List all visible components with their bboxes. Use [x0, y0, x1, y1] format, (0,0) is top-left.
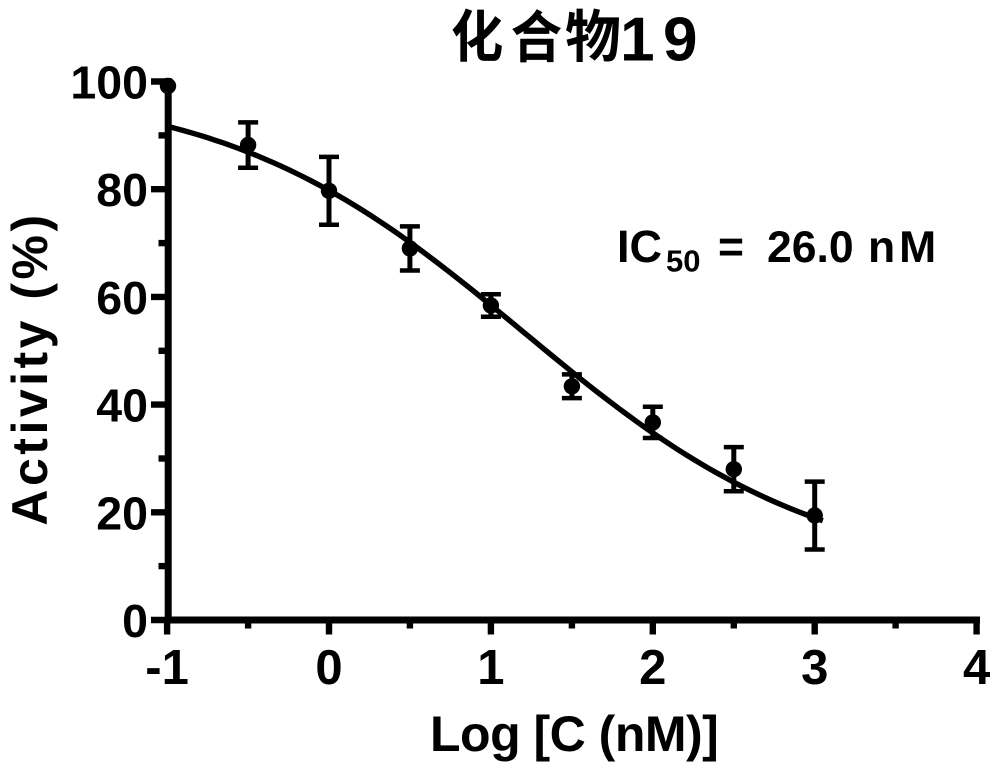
svg-text:0: 0	[315, 641, 342, 695]
svg-text:Log [C (nM)]: Log [C (nM)]	[430, 706, 718, 762]
svg-text:-1: -1	[145, 641, 189, 695]
svg-text:40: 40	[96, 380, 148, 432]
svg-text:2: 2	[639, 641, 666, 695]
svg-text:9: 9	[663, 6, 697, 75]
svg-text:60: 60	[96, 272, 148, 324]
svg-text:20: 20	[96, 487, 148, 539]
svg-text:1: 1	[620, 6, 654, 75]
svg-text:3: 3	[801, 641, 828, 695]
svg-text:IC: IC	[617, 221, 662, 272]
svg-text:80: 80	[96, 164, 148, 216]
svg-text:50: 50	[666, 244, 700, 279]
svg-text:=: =	[718, 223, 744, 272]
svg-text:26.0: 26.0	[767, 223, 854, 272]
svg-text:nM: nM	[868, 223, 940, 272]
svg-text:4: 4	[963, 641, 990, 695]
svg-text:1: 1	[477, 641, 504, 695]
svg-text:100: 100	[70, 57, 148, 109]
svg-text:Activity (%): Activity (%)	[2, 211, 58, 525]
svg-text:0: 0	[122, 595, 148, 647]
